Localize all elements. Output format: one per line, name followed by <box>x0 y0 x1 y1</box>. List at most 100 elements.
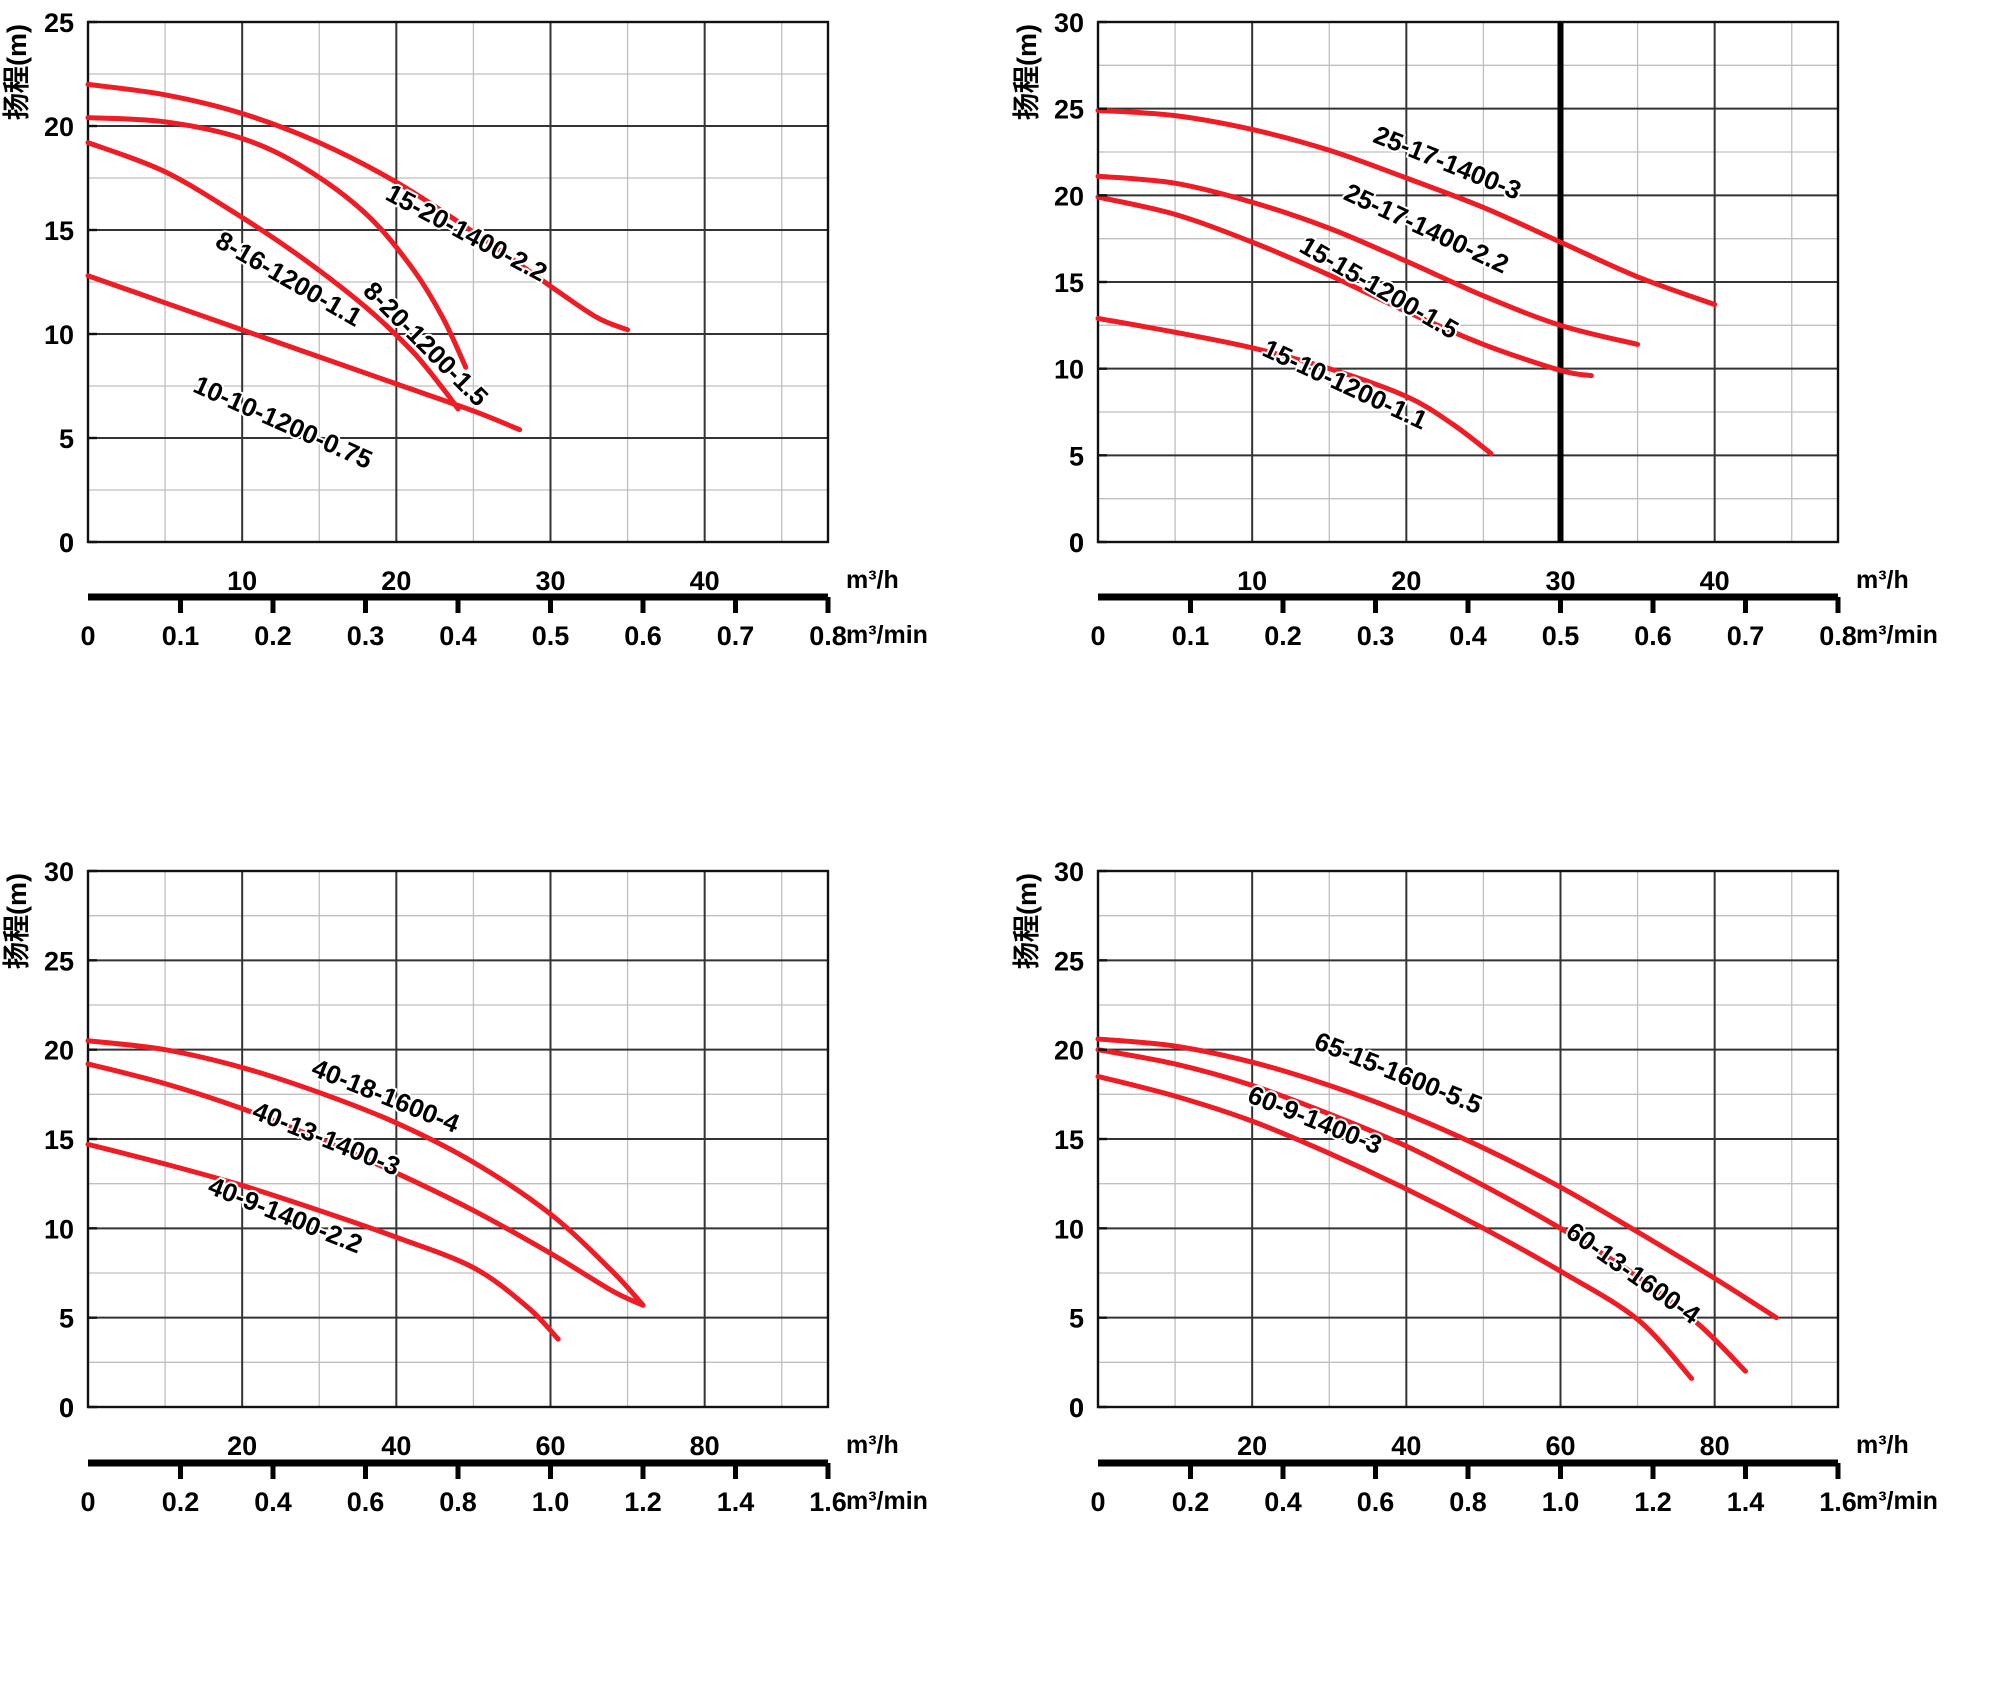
chart-bottom-right: 65-15-1600-5.560-9-1400-360-13-1600-4051… <box>1012 857 1938 1517</box>
x-tick-20: 20 <box>1237 1431 1267 1461</box>
x2-tick-0.6: 0.6 <box>624 621 662 651</box>
curves <box>85 1038 646 1342</box>
x2-tick-0.3: 0.3 <box>1357 621 1395 651</box>
x-tick-20: 20 <box>381 566 411 596</box>
curves <box>1095 1036 1779 1381</box>
y-tick-25: 25 <box>1054 95 1084 125</box>
gridlines <box>1098 22 1838 542</box>
x-tick-30: 30 <box>1545 566 1575 596</box>
x2-tick-0.5: 0.5 <box>1542 621 1580 651</box>
y-tick-0: 0 <box>59 528 74 558</box>
curve-40-9-1400-2.2 <box>85 1141 561 1342</box>
x2-tick-0: 0 <box>1090 1487 1105 1517</box>
x-axis-unit-secondary: m³/min <box>1856 621 1938 649</box>
x2-tick-1.0: 1.0 <box>1542 1487 1580 1517</box>
y-tick-30: 30 <box>44 857 74 887</box>
x2-tick-0.7: 0.7 <box>717 621 755 651</box>
chart-top-right: 25-17-1400-325-17-1400-2.215-15-1200-1.5… <box>1012 8 1938 651</box>
y-tick-15: 15 <box>1054 1125 1084 1155</box>
chart-bottom-left: 40-18-1600-440-13-1400-340-9-1400-2.2051… <box>2 857 928 1517</box>
y-tick-15: 15 <box>44 216 74 246</box>
y-tick-10: 10 <box>1054 1214 1084 1244</box>
y-axis-label: 扬程(m) <box>2 24 32 120</box>
x2-tick-0.1: 0.1 <box>162 621 200 651</box>
x-tick-40: 40 <box>1391 1431 1421 1461</box>
y-tick-5: 5 <box>1069 1304 1084 1334</box>
y-tick-0: 0 <box>59 1393 74 1423</box>
x2-tick-0: 0 <box>1090 621 1105 651</box>
x2-tick-0.2: 0.2 <box>162 1487 200 1517</box>
x-origin-zero: 0 <box>1069 1393 1084 1423</box>
x2-tick-0.6: 0.6 <box>1634 621 1672 651</box>
x-tick-40: 40 <box>1700 566 1730 596</box>
x-tick-10: 10 <box>227 566 257 596</box>
y-tick-20: 20 <box>1054 1036 1084 1066</box>
x2-tick-0.3: 0.3 <box>347 621 385 651</box>
y-tick-25: 25 <box>44 8 74 38</box>
x2-tick-0.6: 0.6 <box>347 1487 385 1517</box>
x2-tick-0.2: 0.2 <box>254 621 292 651</box>
x-origin-zero: 0 <box>1069 528 1084 558</box>
y-tick-30: 30 <box>1054 857 1084 887</box>
chart-bottom-left-cell: 40-18-1600-4 40-13-1400-3 40-9-1400-2.2 0 5 1… <box>0 853 1006 1707</box>
x2-tick-0: 0 <box>80 621 95 651</box>
x-axis-unit-primary: m³/h <box>1856 566 1909 594</box>
x2-tick-0.4: 0.4 <box>1264 1487 1302 1517</box>
x2-tick-0.4: 0.4 <box>1449 621 1487 651</box>
x-axis-unit-secondary: m³/min <box>1856 1487 1938 1515</box>
y-tick-10: 10 <box>44 320 74 350</box>
y-tick-25: 25 <box>44 946 74 976</box>
x2-tick-0: 0 <box>80 1487 95 1517</box>
x-axis-unit-primary: m³/h <box>1856 1431 1909 1459</box>
curve-label-8-16-1200-1.1: 8-16-1200-1.1 <box>211 225 367 333</box>
y-tick-15: 15 <box>44 1125 74 1155</box>
x2-tick-0.4: 0.4 <box>439 621 477 651</box>
x2-tick-1.6: 1.6 <box>1819 1487 1857 1517</box>
x2-tick-0.8: 0.8 <box>1449 1487 1487 1517</box>
curves <box>1095 107 1718 457</box>
curves <box>85 81 631 433</box>
x-tick-10: 10 <box>1237 566 1267 596</box>
x2-tick-1.4: 1.4 <box>717 1487 755 1517</box>
curve-60-9-1400-3 <box>1095 1073 1695 1381</box>
curve-10-10-1200-0.75 <box>85 273 523 433</box>
y-tick-10: 10 <box>44 1214 74 1244</box>
y-tick-5: 5 <box>59 424 74 454</box>
curve-65-15-1600-5.5 <box>1095 1036 1779 1321</box>
y-tick-5: 5 <box>59 1304 74 1334</box>
plot-frame <box>86 20 830 544</box>
x-tick-40: 40 <box>690 566 720 596</box>
y-tick-30: 30 <box>1054 8 1084 38</box>
curve-8-16-1200-1.1 <box>85 140 461 412</box>
y-tick-20: 20 <box>44 1036 74 1066</box>
curve-40-13-1400-3 <box>85 1061 646 1308</box>
chart-top-left: 15-20-1400-2.28-20-1200-1.58-16-1200-1.1… <box>2 8 928 651</box>
x2-tick-1.6: 1.6 <box>809 1487 847 1517</box>
curve-15-15-1200-1.5 <box>1095 194 1594 379</box>
curve-40-18-1600-4 <box>85 1038 646 1308</box>
y-axis-label: 扬程(m) <box>1012 873 1042 969</box>
y-tick-15: 15 <box>1054 268 1084 298</box>
x2-tick-1.2: 1.2 <box>1634 1487 1672 1517</box>
x2-tick-0.7: 0.7 <box>1727 621 1765 651</box>
curve-25-17-1400-2.2 <box>1095 173 1641 347</box>
x-tick-40: 40 <box>381 1431 411 1461</box>
x2-tick-0.4: 0.4 <box>254 1487 292 1517</box>
x2-tick-0.8: 0.8 <box>1819 621 1857 651</box>
x-tick-80: 80 <box>690 1431 720 1461</box>
curve-15-10-1200-1.1 <box>1095 315 1494 457</box>
y-tick-5: 5 <box>1069 441 1084 471</box>
curve-8-20-1200-1.5 <box>85 115 469 370</box>
x2-tick-0.6: 0.6 <box>1357 1487 1395 1517</box>
x-axis-unit-secondary: m³/min <box>846 621 928 649</box>
x2-tick-0.8: 0.8 <box>809 621 847 651</box>
x-tick-80: 80 <box>1700 1431 1730 1461</box>
x2-tick-0.2: 0.2 <box>1264 621 1302 651</box>
curve-label-15-20-1400-2.2: 15-20-1400-2.2 <box>381 178 552 288</box>
x2-tick-0.1: 0.1 <box>1172 621 1210 651</box>
x2-tick-1.0: 1.0 <box>532 1487 570 1517</box>
x2-tick-0.8: 0.8 <box>439 1487 477 1517</box>
x-tick-60: 60 <box>535 1431 565 1461</box>
x-axis-unit-secondary: m³/min <box>846 1487 928 1515</box>
